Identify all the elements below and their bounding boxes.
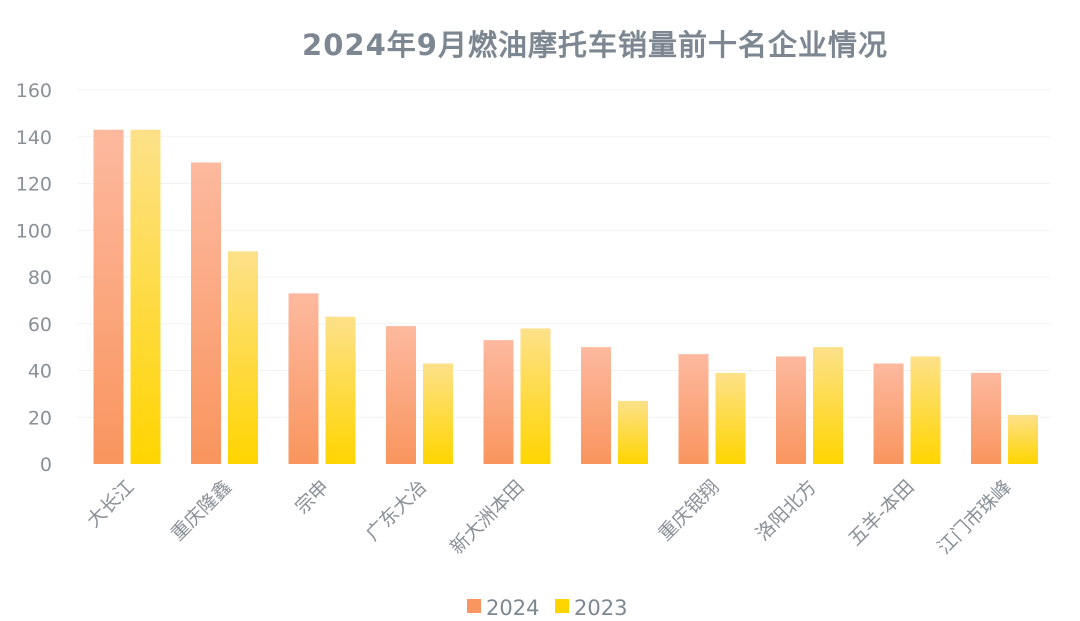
legend-label: 2023 (574, 596, 627, 620)
bar-2024 (776, 356, 806, 464)
bar-2023 (228, 251, 258, 464)
y-axis: 0 20 40 60 80 100 120 140 160 (16, 80, 52, 476)
bar-2024 (386, 326, 416, 464)
y-tick-label: 120 (16, 174, 52, 196)
bar-2023 (715, 372, 746, 464)
bar-2024 (191, 162, 221, 464)
legend-swatch (467, 599, 481, 613)
y-tick-label: 0 (40, 454, 52, 476)
bars (93, 129, 1038, 465)
bar-2024 (288, 293, 319, 464)
bar-2024 (873, 363, 904, 464)
y-tick-label: 160 (16, 80, 52, 102)
bar-2024 (483, 340, 514, 464)
legend-label: 2024 (486, 596, 539, 620)
y-tick-label: 40 (28, 361, 52, 383)
y-tick-label: 100 (16, 220, 52, 242)
legend-swatch (555, 599, 569, 613)
bar-2023 (520, 328, 551, 464)
bar-2023 (618, 400, 648, 464)
bar-2024 (678, 354, 709, 464)
bar-2023 (423, 363, 453, 464)
bar-2024 (93, 129, 124, 465)
x-tick-label: 新大洲本田 (446, 476, 529, 559)
x-tick-label: 宗申 (291, 476, 333, 518)
bar-2024 (581, 347, 611, 464)
x-tick-label: 重庆隆鑫 (167, 476, 236, 545)
x-tick-label: 五羊-本田 (844, 476, 918, 550)
x-tick-label: 江门市珠峰 (933, 476, 1016, 559)
x-tick-label: 洛阳北方 (752, 476, 821, 545)
x-tick-label: 大长江 (83, 476, 139, 532)
x-axis: 大长江 重庆隆鑫 宗申 广东大冶 新大洲本田 重庆银翔 洛阳北方 五羊-本田 江门市珠峰 (83, 476, 1016, 559)
y-tick-label: 60 (28, 314, 52, 336)
bar-2024 (971, 372, 1001, 464)
x-tick-label: 重庆银翔 (654, 476, 723, 545)
legend: 2024 2023 (467, 596, 627, 620)
y-tick-label: 80 (28, 267, 52, 289)
bar-2023 (130, 129, 161, 465)
bar-2023 (325, 316, 356, 464)
bar-2023 (1008, 414, 1038, 464)
y-tick-label: 140 (16, 127, 52, 149)
chart-title: 2024年9月燃油摩托车销量前十名企业情况 (302, 28, 888, 62)
x-tick-label: 广东大冶 (362, 476, 431, 545)
bar-2023 (813, 347, 843, 464)
y-tick-label: 20 (28, 407, 52, 429)
bar-2023 (910, 356, 941, 464)
grid-lines (78, 89, 1050, 418)
